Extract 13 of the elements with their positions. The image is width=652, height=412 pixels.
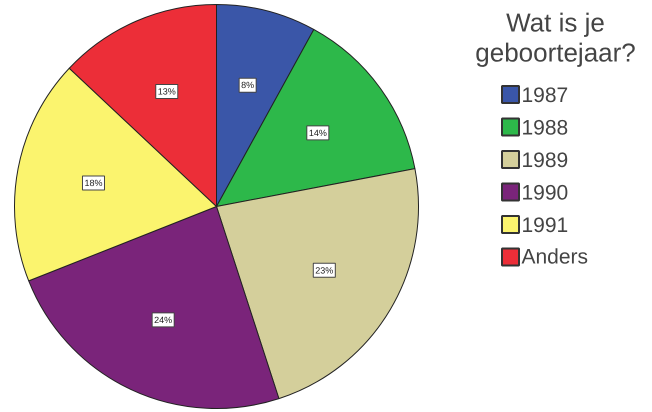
data-label: 8%: [241, 80, 254, 90]
legend-label: 1988: [522, 116, 568, 140]
data-label: 18%: [84, 178, 102, 188]
data-label: 24%: [154, 314, 172, 325]
legend-label: 1990: [522, 182, 568, 204]
legend-label: 1991: [522, 214, 568, 237]
legend-label: Anders: [522, 246, 588, 268]
legend-label: 1989: [522, 149, 568, 172]
data-label: 23%: [315, 265, 334, 276]
data-label: 13%: [158, 86, 176, 97]
legend-title: Wat is je geboortejaar?: [475, 8, 636, 68]
legend-label: 1987: [522, 84, 568, 107]
data-label: 14%: [308, 128, 327, 138]
